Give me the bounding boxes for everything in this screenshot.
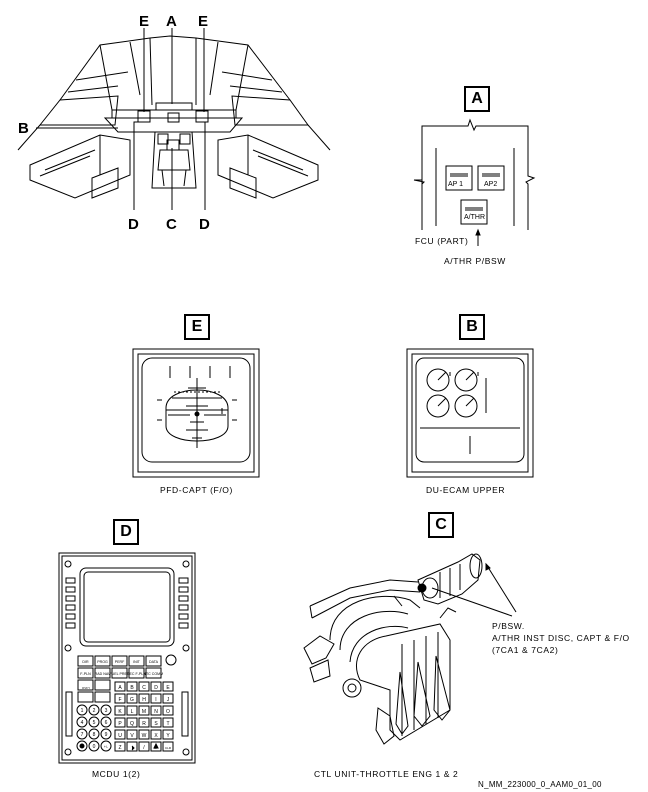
svg-text:Z: Z — [118, 745, 121, 751]
svg-text:C: C — [142, 685, 146, 691]
svg-text:E: E — [166, 685, 170, 691]
svg-text:9: 9 — [105, 732, 108, 738]
throttle-caption: CTL UNIT-THROTTLE ENG 1 & 2 — [314, 769, 459, 779]
marker-a: A — [166, 13, 177, 30]
cockpit-drawing — [17, 28, 331, 210]
button-ap2: AP2 — [484, 181, 498, 188]
svg-text:L: L — [131, 709, 134, 715]
svg-text:F: F — [118, 697, 121, 703]
mcdu-key-atccomm: ATC COMM — [144, 672, 163, 676]
mcdu-key-radnav: RAD NAV — [95, 672, 111, 676]
marker-c: C — [166, 216, 177, 233]
svg-text:N: N — [154, 709, 158, 715]
marker-d-right: D — [199, 216, 210, 233]
svg-text:OVFY: OVFY — [82, 686, 90, 690]
throttle-callout-3: (7CA1 & 7CA2) — [492, 645, 559, 655]
svg-text:Y: Y — [166, 733, 170, 739]
mcdu-letter-keys: A B C D E F G H I J K L M N O P Q R S T U V W X Y Z / SP CLR OV… — [82, 685, 172, 751]
svg-text:Q: Q — [130, 721, 134, 727]
svg-text:.: . — [86, 746, 87, 750]
svg-text:SP: SP — [154, 746, 158, 750]
svg-text:CLR: CLR — [165, 746, 172, 750]
detail-b-tag: B — [459, 314, 485, 340]
svg-text:D: D — [154, 685, 158, 691]
svg-text:3: 3 — [105, 708, 108, 714]
mcdu-key-fuelpred: FUEL PRED — [109, 672, 129, 676]
svg-text:W: W — [142, 733, 147, 739]
detail-e-tag: E — [184, 314, 210, 340]
detail-d-tag: D — [113, 519, 139, 545]
svg-text:2: 2 — [93, 708, 96, 714]
svg-text:G: G — [130, 697, 134, 703]
button-ap1: AP 1 — [448, 181, 464, 188]
marker-d-left: D — [128, 216, 139, 233]
throttle-drawing — [303, 553, 517, 745]
svg-text:/: / — [143, 745, 145, 751]
mcdu-key-data: DATA — [149, 660, 159, 664]
mcdu-key-init: INIT — [133, 660, 141, 664]
svg-text:0: 0 — [93, 744, 96, 750]
svg-text:J: J — [167, 697, 170, 703]
button-athr: A/THR — [464, 214, 485, 221]
svg-text:R: R — [142, 721, 146, 727]
mcdu-caption: MCDU 1(2) — [92, 769, 141, 779]
mcdu-key-prog: PROG — [97, 660, 108, 664]
svg-text:M: M — [142, 709, 146, 715]
fcu-drawing — [413, 118, 536, 246]
svg-text:U: U — [118, 733, 122, 739]
mcdu-key-labels: DIR PROG PERF INIT DATA F-PLN RAD NAV FU… — [80, 660, 163, 676]
svg-text:B: B — [130, 685, 134, 691]
ecam-caption: DU-ECAM UPPER — [426, 485, 506, 495]
pfd-drawing — [132, 348, 260, 478]
marker-e-right: E — [198, 13, 209, 30]
svg-text:6: 6 — [105, 720, 108, 726]
svg-text:A: A — [118, 685, 122, 691]
detail-a-tag: A — [464, 86, 490, 112]
mcdu-key-fpln: F-PLN — [80, 672, 91, 676]
svg-text:K: K — [118, 709, 122, 715]
mcdu-key-perf: PERF — [115, 660, 125, 664]
mcdu-key-dir: DIR — [82, 660, 89, 664]
mcdu-digit-keys: 1 2 3 4 5 6 7 8 9 . 0 +/- — [81, 708, 109, 750]
marker-b: B — [18, 120, 29, 137]
svg-text:V: V — [130, 733, 134, 739]
athr-pbsw-callout: A/THR P/BSW — [444, 256, 506, 266]
svg-text:1: 1 — [81, 708, 84, 714]
mcdu-key-secfpln: SEC F-PLN — [127, 672, 146, 676]
svg-text:P: P — [118, 721, 122, 727]
svg-text:7: 7 — [81, 732, 84, 738]
svg-text:O: O — [166, 709, 170, 715]
mcdu-drawing: DIR PROG PERF INIT DATA F-PLN RAD NAV FU… — [58, 552, 196, 764]
drawing-reference: N_MM_223000_0_AAM0_01_00 — [478, 780, 602, 789]
svg-text:T: T — [166, 721, 169, 727]
pfd-caption: PFD-CAPT (F/O) — [160, 485, 233, 495]
detail-c-tag: C — [428, 512, 454, 538]
marker-e-left: E — [139, 13, 150, 30]
svg-text:+/-: +/- — [104, 745, 109, 749]
fcu-part-caption: FCU (PART) — [415, 236, 469, 246]
svg-text:5: 5 — [93, 720, 96, 726]
svg-text:8: 8 — [93, 732, 96, 738]
ecam-drawing — [406, 348, 534, 478]
svg-text:S: S — [154, 721, 158, 727]
svg-text:H: H — [142, 697, 146, 703]
throttle-callout-1: P/BSW. — [492, 621, 525, 631]
svg-text:4: 4 — [81, 720, 84, 726]
throttle-callout-2: A/THR INST DISC, CAPT & F/O — [492, 633, 630, 643]
svg-text:X: X — [154, 733, 158, 739]
svg-text:I: I — [155, 697, 156, 703]
